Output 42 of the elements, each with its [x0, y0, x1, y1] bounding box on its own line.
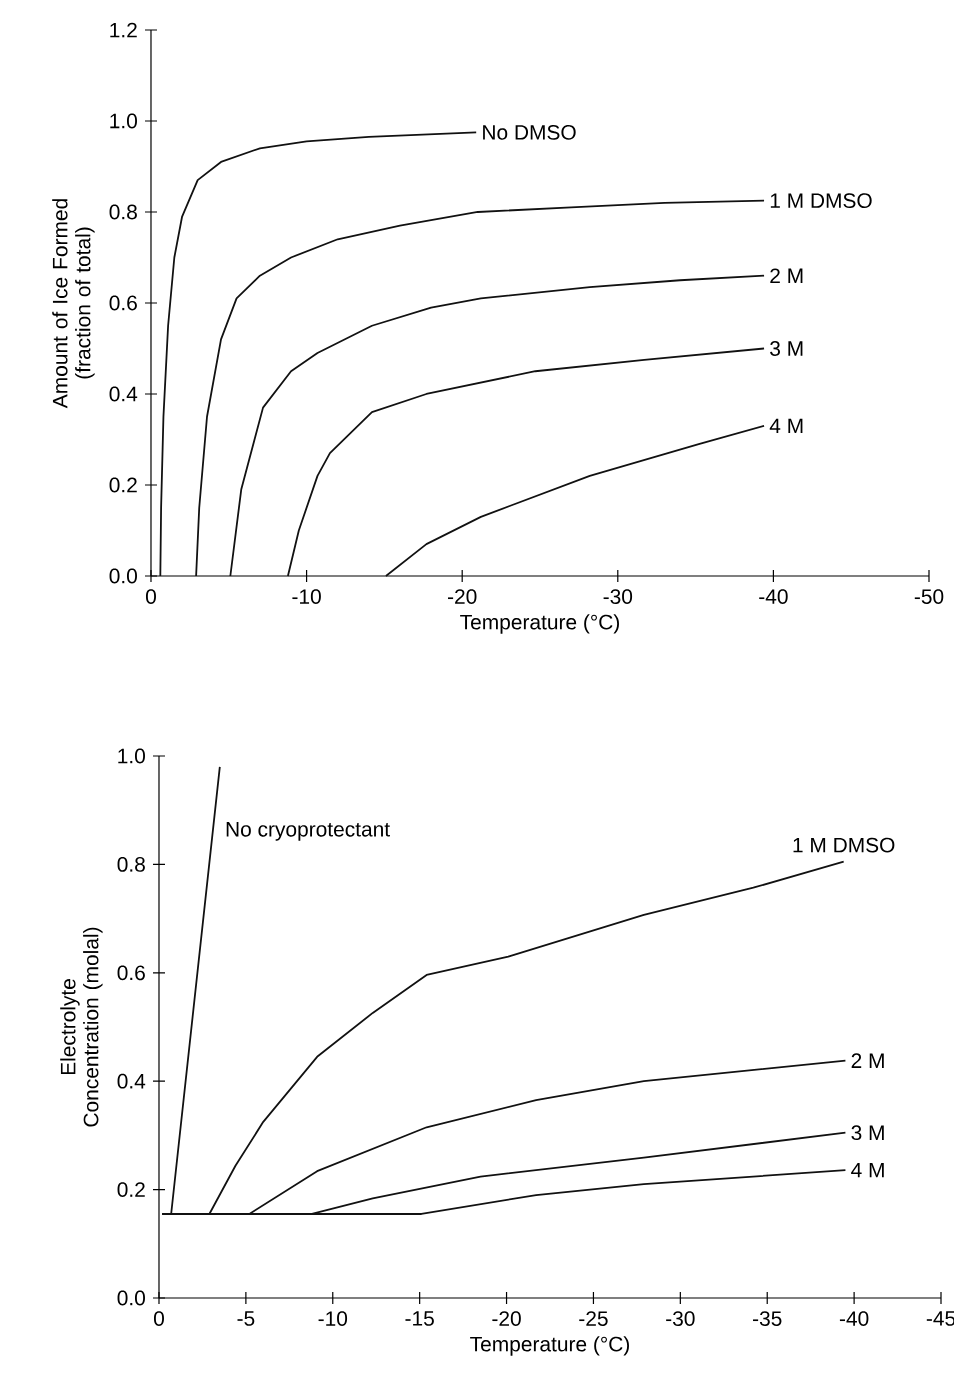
x-tick-label: -5: [237, 1311, 255, 1326]
y-tick-label: 0.2: [117, 1182, 145, 1197]
x-tick-label: -30: [603, 589, 633, 604]
y-tick-label: 0.6: [117, 965, 145, 981]
x-tick-label: 0: [145, 589, 156, 604]
y-axis-title: Electrolyte Concentration (molal): [60, 927, 103, 1127]
series-label: 3 M: [770, 341, 803, 356]
x-tick-label: -50: [914, 589, 944, 604]
series-label: 2 M: [851, 1053, 884, 1068]
series-label: 3 M: [851, 1125, 884, 1141]
y-axis-title: Amount of Ice Formed (fraction of total): [52, 199, 95, 409]
x-tick-label: -40: [759, 589, 788, 604]
x-tick-label: -10: [318, 1311, 348, 1326]
series-label: 1 M DMSO: [770, 193, 872, 209]
y-tick-label: 0.8: [109, 204, 137, 220]
y-tick-label: 0.4: [117, 1073, 146, 1089]
x-tick-label: -15: [405, 1311, 434, 1326]
y-tick-label: 0.0: [109, 568, 137, 584]
x-tick-label: -35: [753, 1311, 782, 1326]
series-label: No DMSO: [483, 124, 576, 140]
x-tick-label: -40: [839, 1311, 869, 1326]
y-tick-label: 0.4: [109, 386, 138, 402]
x-tick-label: -20: [492, 1311, 521, 1326]
x-axis-title: Temperature (°C): [460, 614, 619, 634]
y-tick-label: 0.6: [109, 295, 137, 311]
x-tick-label: -30: [666, 1311, 695, 1326]
x-tick-label: 0: [153, 1311, 164, 1326]
y-tick-label: 0.0: [117, 1290, 145, 1306]
y-tick-label: 0.8: [117, 856, 145, 872]
x-tick-label: -10: [292, 589, 321, 604]
y-tick-label: 1.0: [118, 748, 145, 764]
y-tick-label: 0.2: [109, 477, 137, 493]
series-label: 2 M: [770, 268, 803, 283]
x-axis-title: Temperature (°C): [470, 1336, 629, 1356]
x-tick-label: -25: [579, 1311, 608, 1326]
x-tick-label: -20: [448, 589, 477, 604]
y-tick-label: 1.0: [110, 113, 137, 129]
series-label: 4 M: [769, 418, 803, 434]
series-label: 4 M: [851, 1162, 884, 1178]
series-label: 1 M DMSO: [793, 837, 895, 853]
y-tick-label: 1.2: [110, 22, 137, 38]
series-label: No cryoprotectant: [226, 822, 390, 841]
